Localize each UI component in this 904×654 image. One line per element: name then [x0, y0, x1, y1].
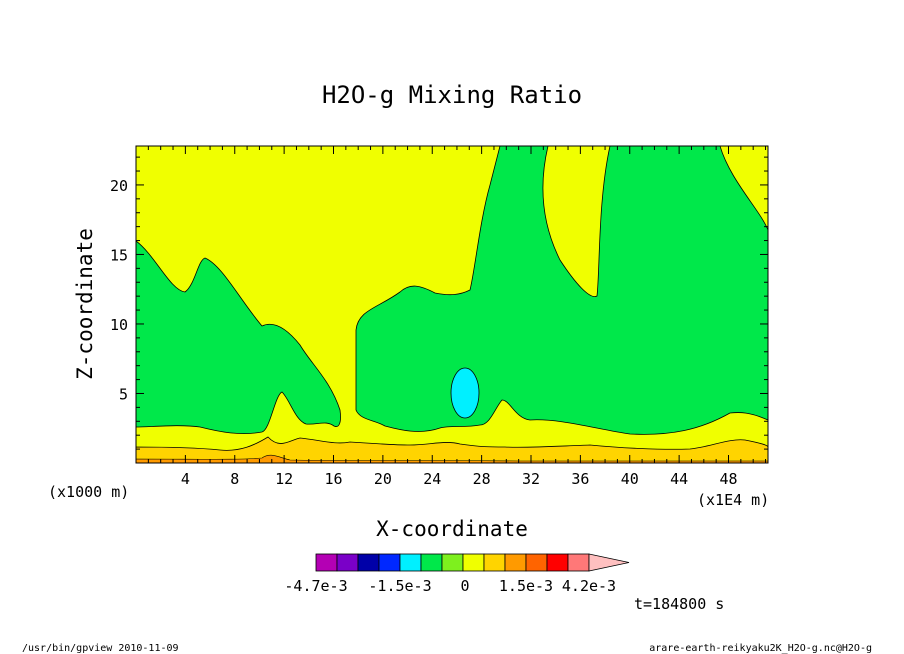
x-tick-label: 20	[374, 470, 392, 488]
colorbar-swatch	[399, 553, 422, 572]
colorbar-label: 0	[460, 577, 469, 595]
y-tick-label: 15	[110, 246, 128, 264]
colorbar-swatch	[357, 553, 380, 572]
x-unit-note: (x1000 m)	[48, 483, 129, 501]
colorbar-swatch	[525, 553, 548, 572]
colorbar-swatch	[378, 553, 401, 572]
colorbar-swatch	[462, 553, 485, 572]
footer-left: /usr/bin/gpview 2010-11-09	[22, 643, 179, 654]
y-tick-label: 5	[119, 385, 128, 403]
x-tick-label: 44	[670, 470, 688, 488]
x-tick-label: 32	[522, 470, 540, 488]
colorbar-swatch	[336, 553, 359, 572]
x-tick-label: 28	[473, 470, 491, 488]
contour-region-orange	[136, 436, 768, 463]
plot-frame	[135, 145, 769, 464]
x-tick-label: 48	[719, 470, 737, 488]
x-tick-label: 16	[324, 470, 342, 488]
x-tick-label: 40	[621, 470, 639, 488]
x-scale-note: (x1E4 m)	[697, 491, 769, 509]
contour-region-cyan	[450, 367, 480, 419]
surface-band-orange	[136, 454, 768, 463]
colorbar-extension-arrow	[588, 553, 630, 572]
contour-region-green	[136, 240, 341, 435]
contour-region-green-2	[355, 146, 768, 435]
colorbar-swatch	[420, 553, 443, 572]
colorbar-labels: -4.7e-3 -1.5e-3 0 1.5e-3 4.2e-3	[284, 577, 616, 595]
y-tick-label: 10	[110, 316, 128, 334]
footer-right: arare-earth-reikyaku2K_H2O-g.nc@H2O-g	[649, 643, 872, 654]
y-axis: 5 10 15 20	[110, 156, 768, 450]
x-tick-label: 8	[230, 470, 239, 488]
colorbar	[315, 553, 630, 572]
y-tick-label: 20	[110, 177, 128, 195]
x-axis: 4 8 12 16 20 24 28 32 36 40 44 48	[147, 146, 767, 488]
colorbar-label: -1.5e-3	[368, 577, 431, 595]
colorbar-swatch	[483, 553, 506, 572]
colorbar-swatch	[504, 553, 527, 572]
x-tick-label: 24	[423, 470, 441, 488]
colorbar-label: 1.5e-3	[499, 577, 553, 595]
colorbar-swatch	[567, 553, 590, 572]
x-axis-label: X-coordinate	[376, 517, 528, 541]
x-tick-label: 4	[181, 470, 190, 488]
colorbar-label: -4.7e-3	[284, 577, 347, 595]
x-tick-label: 36	[571, 470, 589, 488]
y-axis-label: Z-coordinate	[73, 228, 97, 380]
colorbar-label: 4.2e-3	[562, 577, 616, 595]
time-label: t=184800 s	[634, 595, 724, 613]
x-tick-label: 12	[275, 470, 293, 488]
colorbar-swatch	[441, 553, 464, 572]
colorbar-swatch	[315, 553, 338, 572]
colorbar-swatch	[546, 553, 569, 572]
chart-title: H2O-g Mixing Ratio	[322, 81, 582, 109]
contour-plot	[136, 146, 768, 463]
